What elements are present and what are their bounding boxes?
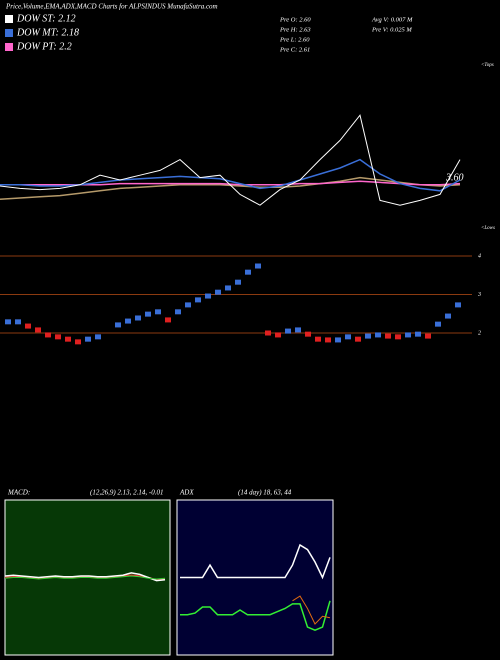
series-line	[180, 600, 331, 632]
candle	[45, 332, 51, 338]
macd-title: MACD:	[7, 489, 30, 497]
candle	[455, 302, 461, 308]
candle	[215, 289, 221, 295]
candle	[355, 336, 361, 342]
y-tick-label: 3	[477, 292, 481, 298]
legend-swatch	[5, 29, 13, 37]
series-line	[4, 572, 166, 582]
candle	[295, 327, 301, 333]
candle	[395, 334, 401, 340]
candle	[435, 321, 441, 327]
candle	[275, 332, 281, 338]
candle	[15, 319, 21, 325]
candle	[115, 322, 121, 328]
candle	[155, 309, 161, 315]
series-line	[4, 575, 166, 580]
y-tick-label: 2	[478, 330, 481, 336]
candle	[345, 334, 351, 340]
chart-title: Price,Volume,EMA,ADX,MACD Charts for ALP…	[5, 3, 218, 11]
series-line	[180, 543, 331, 580]
candle	[135, 315, 141, 321]
candle	[65, 336, 71, 342]
volume-info: Pre V: 0.025 M	[371, 26, 412, 33]
candle	[85, 336, 91, 342]
adx-subtitle: (14 day) 18, 63, 44	[238, 489, 292, 497]
candle	[415, 331, 421, 337]
candle	[95, 334, 101, 340]
price-info: Pre L: 2.60	[279, 36, 310, 43]
candle	[175, 309, 181, 315]
candle	[205, 293, 211, 299]
candle	[35, 327, 41, 333]
lows-label: <Lows	[481, 226, 495, 231]
candle	[425, 333, 431, 339]
candle	[145, 311, 151, 317]
last-price: 3.60	[445, 172, 464, 183]
legend-swatch	[5, 15, 13, 23]
price-info: Pre H: 2.63	[279, 26, 311, 33]
legend-label: DOW MT: 2.18	[16, 27, 79, 38]
candle	[55, 334, 61, 340]
candle	[315, 336, 321, 342]
candle	[445, 313, 451, 319]
candle	[5, 319, 11, 325]
macd-subtitle: (12,26,9) 2.13, 2.14, -0.01	[90, 489, 164, 497]
candle	[325, 337, 331, 343]
legend-label: DOW PT: 2.2	[16, 41, 72, 52]
candle	[365, 333, 371, 339]
candle	[335, 337, 341, 343]
candle	[195, 297, 201, 303]
series-line	[292, 595, 331, 625]
candle	[285, 328, 291, 334]
series-line	[0, 114, 461, 206]
candle	[185, 302, 191, 308]
adx-title: ADX	[179, 489, 194, 497]
candle	[375, 332, 381, 338]
y-tick-label: 4	[478, 252, 481, 259]
candle	[265, 330, 271, 336]
candle	[235, 279, 241, 285]
candle	[165, 317, 171, 323]
price-info: Pre O: 2.60	[279, 16, 311, 23]
legend-label: DOW ST: 2.12	[16, 13, 76, 24]
candle	[125, 318, 131, 324]
candle	[75, 339, 81, 345]
price-info: Pre C: 2.61	[279, 46, 310, 53]
candle	[385, 333, 391, 339]
candle	[25, 323, 31, 329]
legend-swatch	[5, 43, 13, 51]
candle	[225, 285, 231, 291]
tops-label: <Tops	[481, 63, 494, 68]
volume-info: Avg V: 0.007 M	[371, 16, 413, 23]
candle	[305, 331, 311, 337]
candle	[255, 263, 261, 269]
candle	[405, 332, 411, 338]
candle	[245, 269, 251, 275]
